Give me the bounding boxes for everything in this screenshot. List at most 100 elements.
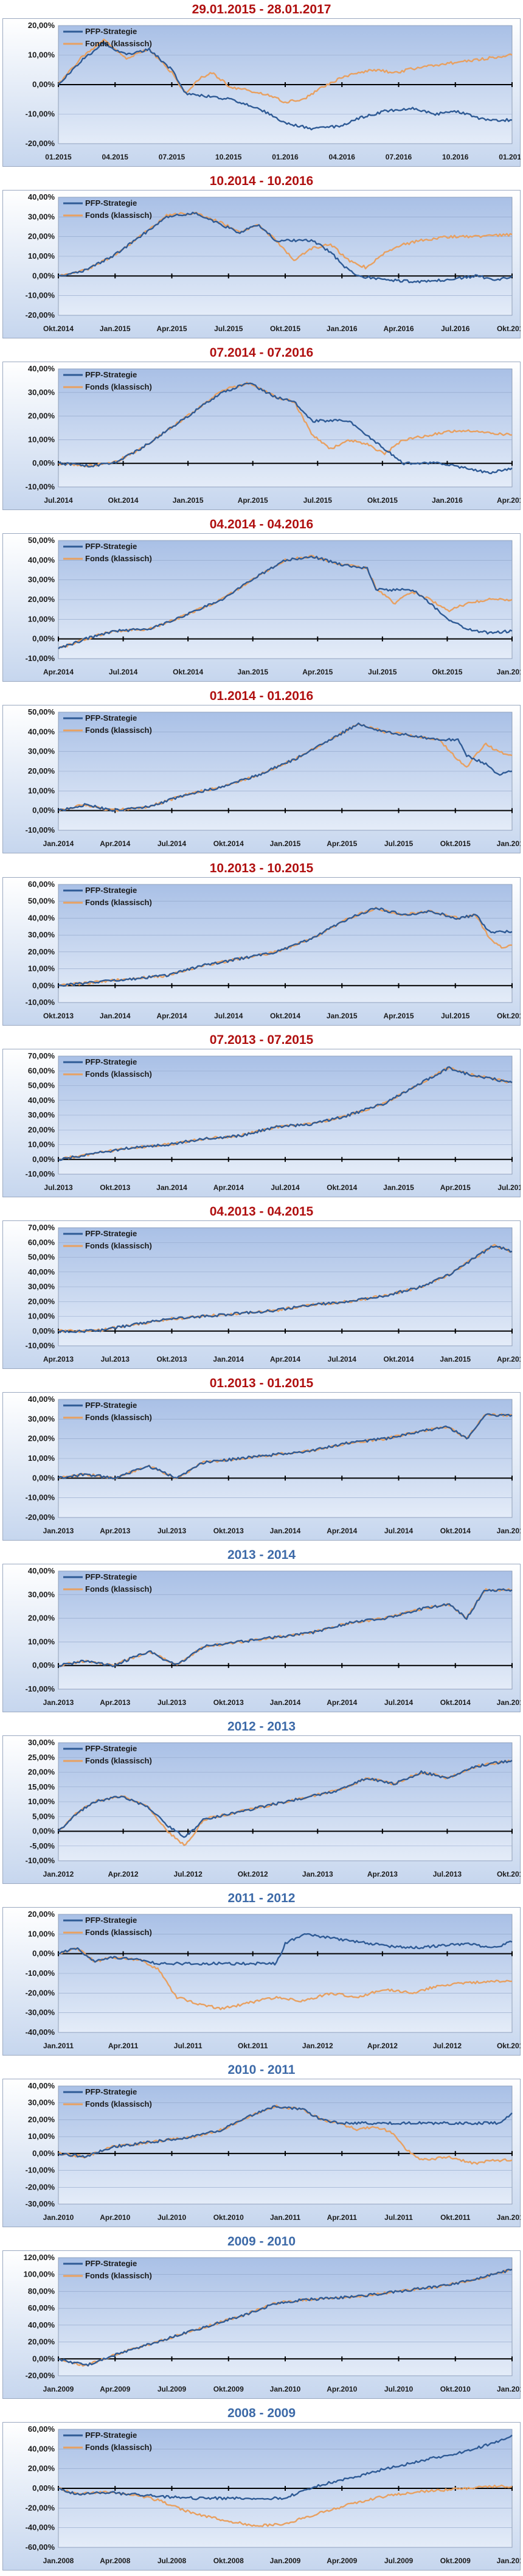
x-tick-label: Okt.2014: [213, 839, 244, 848]
x-tick-label: Jul.2009: [384, 2557, 414, 2565]
legend-label-fund: Fonds (klassisch): [85, 1413, 152, 1422]
y-tick-label: -60,00%: [26, 2543, 55, 2552]
x-tick-label: Okt.2015: [270, 324, 300, 333]
legend-label-fund: Fonds (klassisch): [85, 554, 152, 563]
line-chart: 20,00% 10,00% 0,00% -10,00% -20,00% 01.2015 04…: [2, 18, 521, 167]
x-tick-label: Apr.2015: [302, 668, 333, 676]
y-tick-label: 60,00%: [28, 2424, 55, 2434]
x-tick-label: Apr.2010: [100, 2213, 130, 2222]
series-line-strategy: [58, 1413, 513, 1480]
x-tick-label: Jul.2014: [384, 1527, 414, 1535]
x-tick-label: 10.2015: [215, 153, 242, 161]
x-tick-label: Okt.2014: [327, 1183, 357, 1192]
legend: PFP-Strategie Fonds (klassisch): [63, 1057, 152, 1079]
y-tick-label: -10,00%: [26, 1341, 55, 1350]
y-tick-label: 20,00%: [28, 2337, 55, 2347]
y-tick-label: -10,00%: [26, 1169, 55, 1178]
x-tick-label: Jul.2015: [384, 839, 414, 848]
legend: PFP-Strategie Fonds (klassisch): [63, 1401, 152, 1422]
x-tick-label: Okt.2010: [440, 2385, 471, 2393]
x-tick-label: Jan.2014: [156, 1183, 187, 1192]
series-line-strategy: [58, 2434, 513, 2501]
line-chart: 70,00% 60,00% 50,00% 40,00% 30,00% 20,00% 10,0…: [2, 1220, 521, 1369]
x-tick-label: Jan.2012: [302, 2042, 333, 2050]
x-tick-label: 07.2015: [159, 153, 185, 161]
x-tick-label: Apr.2011: [108, 2042, 139, 2050]
legend-label-fund: Fonds (klassisch): [85, 898, 152, 907]
x-tick-label: Okt.2013: [43, 1012, 74, 1020]
x-tick-label: Jul.2014: [384, 1698, 414, 1707]
y-tick-label: 20,00%: [28, 1614, 55, 1623]
y-tick-label: 0,00%: [32, 981, 55, 990]
x-tick-label: Jan.2014: [270, 1698, 301, 1707]
x-tick-label: Jan.2009: [43, 2385, 74, 2393]
x-tick-label: Okt.2011: [238, 2042, 268, 2050]
y-tick-label: 15,00%: [28, 1782, 55, 1791]
x-tick-label: Jul.2012: [173, 1870, 203, 1878]
y-tick-label: 40,00%: [28, 2320, 55, 2329]
y-tick-label: 0,00%: [32, 2483, 55, 2493]
y-tick-label: 40,00%: [28, 913, 55, 922]
chart-title: 07.2014 - 07.2016: [209, 346, 314, 360]
chart-panel: 04.2014 - 04.2016 50,00% 40,00% 30,00% 20,00…: [2, 515, 521, 682]
x-tick-label: Jan.2015: [497, 1698, 521, 1707]
x-tick-label: Jul.2014: [328, 1355, 357, 1363]
chart-panel: 07.2013 - 07.2015 70,00% 60,00% 50,00% 40,00…: [2, 1031, 521, 1197]
x-tick-label: Okt.2015: [440, 839, 471, 848]
chart-panel: 07.2014 - 07.2016 40,00% 30,00% 20,00% 10,00…: [2, 343, 521, 510]
legend-label-strategy: PFP-Strategie: [85, 1401, 137, 1410]
y-tick-label: 0,00%: [32, 1473, 55, 1482]
chart-panel: 2013 - 2014 40,00% 30,00% 20,00% 10,00% 0,00%…: [2, 1545, 521, 1712]
chart-title: 2009 - 2010: [227, 2235, 296, 2249]
plot-area: [58, 1570, 513, 1690]
legend-label-strategy: PFP-Strategie: [85, 27, 137, 36]
chart-panel: 29.01.2015 - 28.01.2017 20,00% 10,00% 0,00%…: [2, 0, 521, 167]
legend-label-strategy: PFP-Strategie: [85, 2259, 137, 2268]
legend-label-fund: Fonds (klassisch): [85, 211, 152, 220]
legend-label-fund: Fonds (klassisch): [85, 1241, 152, 1250]
y-tick-label: 10,00%: [28, 51, 55, 60]
legend: PFP-Strategie Fonds (klassisch): [63, 1744, 152, 1765]
legend: PFP-Strategie Fonds (klassisch): [63, 1229, 152, 1250]
x-tick-label: Apr.2013: [100, 1698, 130, 1707]
y-tick-label: 0,00%: [32, 1949, 55, 1958]
x-tick-label: Jan.2015: [237, 668, 268, 676]
chart-title: 10.2014 - 10.2016: [209, 174, 314, 188]
y-tick-label: -20,00%: [26, 310, 55, 320]
chart-panel: 10.2013 - 10.2015 60,00% 50,00% 40,00% 30,00…: [2, 859, 521, 1026]
legend-label-strategy: PFP-Strategie: [85, 1057, 137, 1066]
y-tick-label: 120,00%: [24, 2253, 55, 2262]
x-tick-label: Apr.2013: [43, 1355, 74, 1363]
x-tick-label: Jul.2009: [158, 2385, 187, 2393]
chart-panel: 2012 - 2013 30,00% 25,00% 20,00% 15,00% 10,00…: [2, 1717, 521, 1884]
x-tick-label: Jul.2015: [303, 496, 333, 505]
y-tick-label: 30,00%: [28, 747, 55, 756]
y-tick-label: -30,00%: [26, 2008, 55, 2017]
x-tick-label: Jan.2008: [43, 2557, 74, 2565]
x-tick-label: 04.2016: [329, 153, 356, 161]
x-tick-label: Okt.2014: [108, 496, 139, 505]
x-tick-label: Jan.2016: [327, 324, 358, 333]
series-line-strategy: [58, 2269, 513, 2367]
x-tick-label: Jul.2015: [368, 668, 397, 676]
x-tick-label: Apr.2008: [100, 2557, 130, 2565]
x-tick-label: Jan.2015: [270, 839, 301, 848]
legend: PFP-Strategie Fonds (klassisch): [63, 2431, 152, 2452]
x-tick-label: Apr.2015: [383, 1012, 414, 1020]
legend: PFP-Strategie Fonds (klassisch): [63, 886, 152, 907]
legend: PFP-Strategie Fonds (klassisch): [63, 1572, 152, 1594]
y-tick-label: 0,00%: [32, 634, 55, 643]
line-chart: 60,00% 40,00% 20,00% 0,00% -20,00% -40,00% -60…: [2, 2422, 521, 2571]
x-tick-label: Apr.2015: [440, 1183, 471, 1192]
y-tick-label: -5,00%: [30, 1841, 55, 1850]
chart-title: 01.2013 - 01.2015: [209, 1376, 314, 1390]
y-tick-label: 20,00%: [28, 1768, 55, 1777]
y-tick-label: 20,00%: [28, 1909, 55, 1919]
series-line-strategy: [58, 2105, 513, 2158]
legend-label-fund: Fonds (klassisch): [85, 382, 152, 391]
y-tick-label: 20,00%: [28, 232, 55, 241]
y-tick-label: 10,00%: [28, 1140, 55, 1149]
y-tick-label: 10,00%: [28, 1454, 55, 1463]
x-tick-label: Apr.2013: [100, 1527, 130, 1535]
x-tick-label: Apr.2009: [327, 2557, 357, 2565]
